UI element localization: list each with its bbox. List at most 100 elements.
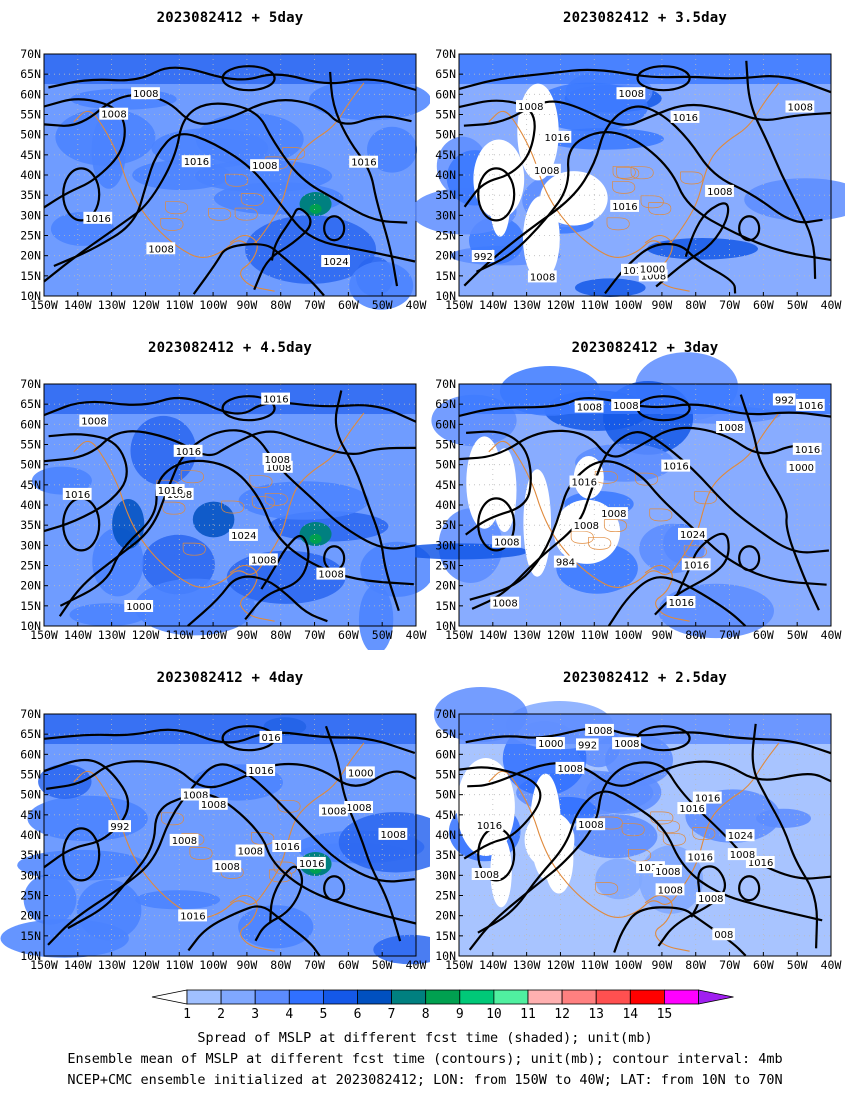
contour-label: 1016 [263,395,288,406]
lon-tick-label: 70W [719,628,740,642]
contour-label-bg [705,184,734,197]
lon-tick-label: 80W [685,628,706,642]
colorbar-over-arrow [698,989,734,1005]
contour-line [62,167,101,222]
contour-label: 1008 [133,89,158,100]
lat-tick-label: 45N [20,478,41,492]
contour-label-bg [250,159,279,172]
contour-label: 1016 [798,401,823,412]
colorbar-tick-label: 15 [657,1007,673,1022]
lon-tick-label: 90W [237,958,258,972]
lon-tick-label: 100W [199,958,227,972]
contour-label-bg [262,453,292,465]
lon-tick-label: 90W [652,298,673,312]
lon-tick-label: 40W [821,958,842,972]
contour-label-bg [99,107,129,120]
spread-patch [523,196,560,281]
lat-tick-label: 55N [20,108,41,122]
lon-tick-label: 130W [98,628,126,642]
coastline [488,82,780,258]
lon-tick-label: 100W [614,958,642,972]
state-border [650,811,674,825]
contour-line [187,575,328,627]
contour-line [471,431,830,610]
lon-tick-label: 70W [304,628,325,642]
lat-axis: 70N 65N 60N 55N 50N 45N 40N 35N 30N 25N 20N 15N 10N [435,377,463,633]
contour-label-bg [637,262,667,275]
lon-tick-label: 60W [753,298,774,312]
lon-tick-label: 60W [753,628,774,642]
contour-label-bg [555,761,585,774]
contour-label-bg [62,487,92,500]
lon-tick-label: 50W [372,958,393,972]
spread-patch [76,879,142,941]
contour-label: 1008 [658,885,683,896]
lon-tick-label: 80W [270,958,291,972]
lon-tick-label: 140W [479,298,507,312]
lon-axis: 150W 140W 130W 120W 110W 100W 90W 80W 70W 60W 50W 4… [30,622,426,642]
contour-label-bg [681,558,711,571]
lat-tick-label: 20N [20,579,41,593]
contour-label-bg [349,155,378,168]
spread-patch [238,481,369,520]
lon-tick-label: 140W [64,958,92,972]
contour-label-bg [108,820,131,833]
contour-label: 1016 [679,804,704,815]
contour-label-bg [212,860,242,873]
panel-4day: 2023082412 + 4day 1008 992 1000 016 1016 1008… [0,660,430,980]
colorbar-segment [357,989,392,1005]
contour-label-bg [490,596,520,609]
contour-label-bg [571,519,601,532]
lat-tick-label: 40N [435,828,456,842]
grid [44,54,416,296]
mslp-contours [458,394,832,627]
contour-label: 1016 [274,842,299,853]
caption-line-2: Ensemble mean of MSLP at different fcst … [67,1051,783,1067]
contour-label-bg [178,909,207,922]
contour-label: 1016 [85,214,110,225]
contour-label: 1000 [538,739,563,750]
contour-labels: 1008 1016 1016 1024 1016 1008 1008 1008 [83,87,378,268]
spread-patch [27,795,148,842]
contour-line [62,827,101,882]
contour-line [476,131,832,273]
coastlines [488,742,780,952]
contour-label-bg [474,819,504,832]
contour-label: 1016 [545,133,570,144]
lon-tick-label: 110W [580,628,608,642]
state-border [662,832,686,846]
lon-tick-label: 50W [787,298,808,312]
contour-label: 1016 [688,852,713,863]
colorbar-tick-label: 6 [354,1007,362,1022]
contour-label: 1008 [614,739,639,750]
contour-label: 992 [775,395,794,406]
state-border [570,530,594,544]
contour-label: 1008 [201,800,226,811]
state-border [692,827,716,841]
lat-tick-label: 55N [435,108,456,122]
lon-tick-label: 150W [30,958,58,972]
contour-line [254,865,304,942]
contour-label: 1016 [638,863,663,874]
lon-tick-label: 90W [237,298,258,312]
contour-label: 1000 [789,463,814,474]
contour-line [738,875,761,902]
contour-label: 1008 [214,862,239,873]
colorbar-tick-label: 8 [422,1007,430,1022]
contour-label-bg [180,788,210,801]
contour-line [458,68,832,94]
panel-title: 2023082412 + 5day [156,10,304,26]
coastline [229,234,275,292]
contour-label: 1008 [494,538,519,549]
lat-tick-label: 25N [435,229,456,243]
state-border [180,470,204,484]
contour-label: 984 [556,558,575,569]
state-border [595,882,619,895]
lat-tick-label: 15N [435,929,456,943]
lat-tick-label: 30N [435,538,456,552]
map-5day: 1008 1016 1016 1024 1016 1008 1008 1008 70N 65N 60… [20,47,430,312]
lon-tick-label: 150W [30,628,58,642]
contour-line [221,65,276,92]
contour-label: 1016 [351,158,376,169]
lon-tick-label: 50W [787,958,808,972]
